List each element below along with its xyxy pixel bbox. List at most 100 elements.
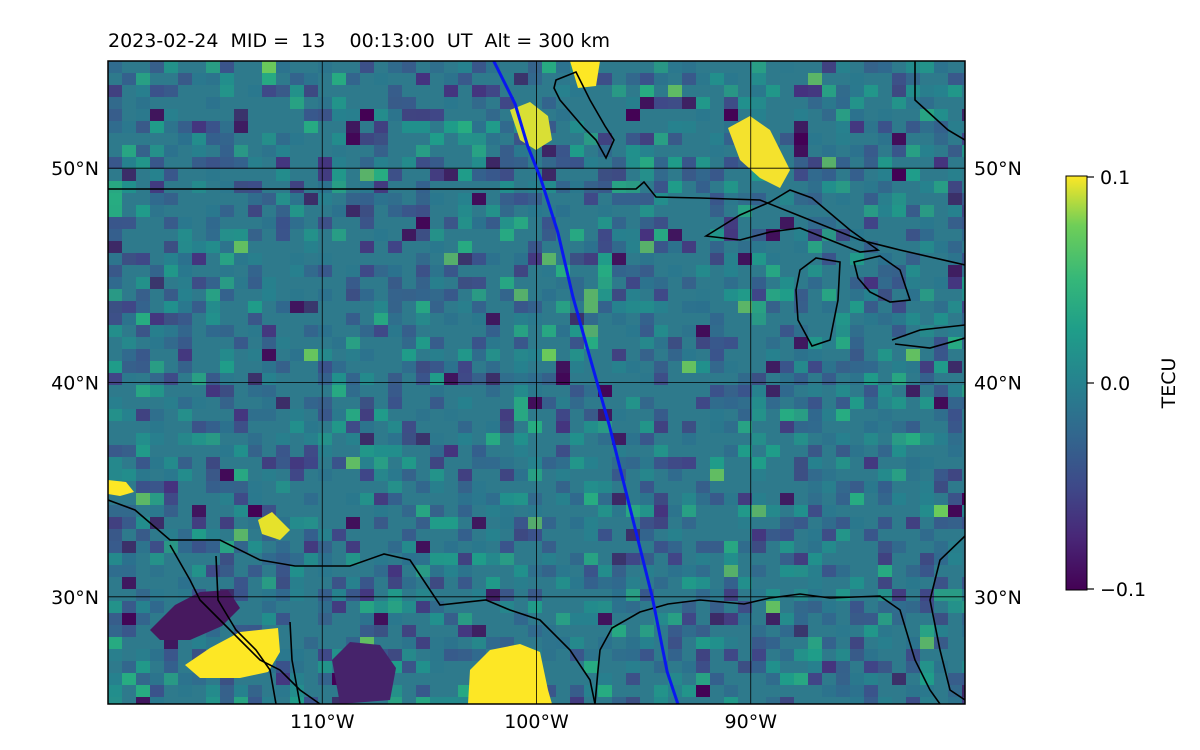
field-cell bbox=[808, 193, 822, 205]
field-cell bbox=[724, 589, 738, 601]
field-cell bbox=[304, 517, 318, 529]
field-cell bbox=[444, 637, 458, 649]
field-cell bbox=[290, 73, 304, 85]
field-cell bbox=[290, 253, 304, 265]
field-cell bbox=[388, 169, 402, 181]
field-cell bbox=[262, 73, 276, 85]
field-cell bbox=[710, 361, 724, 373]
field-cell bbox=[612, 157, 626, 169]
field-cell bbox=[136, 73, 150, 85]
field-cell bbox=[234, 481, 248, 493]
field-cell bbox=[122, 157, 136, 169]
field-cell bbox=[444, 289, 458, 301]
field-cell bbox=[402, 121, 416, 133]
field-cell bbox=[346, 265, 360, 277]
field-cell bbox=[150, 313, 164, 325]
field-cell bbox=[136, 325, 150, 337]
field-cell bbox=[458, 553, 472, 565]
field-cell bbox=[150, 325, 164, 337]
field-cell bbox=[514, 577, 528, 589]
field-cell bbox=[626, 601, 640, 613]
field-cell bbox=[878, 277, 892, 289]
field-cell bbox=[724, 85, 738, 97]
colorbar-label: TECU bbox=[1158, 358, 1180, 410]
field-cell bbox=[178, 325, 192, 337]
field-cell bbox=[500, 469, 514, 481]
field-cell bbox=[402, 637, 416, 649]
field-cell bbox=[612, 433, 626, 445]
field-cell bbox=[458, 361, 472, 373]
field-cell bbox=[402, 97, 416, 109]
field-cell bbox=[850, 685, 864, 697]
field-cell bbox=[262, 61, 276, 73]
field-cell bbox=[220, 73, 234, 85]
field-cell bbox=[878, 205, 892, 217]
field-cell bbox=[332, 145, 346, 157]
field-cell bbox=[108, 625, 122, 637]
field-cell bbox=[864, 649, 878, 661]
field-cell bbox=[178, 433, 192, 445]
field-cell bbox=[626, 265, 640, 277]
field-cell bbox=[514, 253, 528, 265]
field-cell bbox=[934, 613, 948, 625]
field-cell bbox=[276, 433, 290, 445]
field-cell bbox=[388, 313, 402, 325]
field-cell bbox=[206, 313, 220, 325]
field-cell bbox=[332, 97, 346, 109]
field-cell bbox=[570, 337, 584, 349]
field-cell bbox=[528, 373, 542, 385]
field-cell bbox=[836, 181, 850, 193]
field-cell bbox=[934, 469, 948, 481]
field-cell bbox=[458, 193, 472, 205]
field-cell bbox=[206, 217, 220, 229]
field-cell bbox=[696, 325, 710, 337]
field-cell bbox=[262, 337, 276, 349]
field-cell bbox=[850, 577, 864, 589]
field-cell bbox=[374, 313, 388, 325]
field-cell bbox=[248, 157, 262, 169]
field-cell bbox=[430, 469, 444, 481]
field-cell bbox=[766, 337, 780, 349]
field-cell bbox=[556, 205, 570, 217]
field-cell bbox=[122, 337, 136, 349]
field-cell bbox=[612, 361, 626, 373]
field-cell bbox=[598, 637, 612, 649]
field-cell bbox=[304, 541, 318, 553]
field-cell bbox=[220, 565, 234, 577]
field-cell bbox=[948, 85, 962, 97]
field-cell bbox=[192, 637, 206, 649]
field-cell bbox=[374, 565, 388, 577]
field-cell bbox=[654, 697, 668, 704]
field-cell bbox=[248, 265, 262, 277]
field-cell bbox=[374, 493, 388, 505]
field-cell bbox=[598, 529, 612, 541]
field-cell bbox=[640, 145, 654, 157]
field-cell bbox=[640, 97, 654, 109]
field-cell bbox=[710, 253, 724, 265]
lon-tick-label: 90°W bbox=[725, 711, 778, 733]
field-cell bbox=[962, 493, 965, 505]
field-cell bbox=[262, 325, 276, 337]
field-cell bbox=[150, 517, 164, 529]
field-cell bbox=[556, 325, 570, 337]
field-cell bbox=[136, 541, 150, 553]
field-cell bbox=[668, 337, 682, 349]
field-cell bbox=[262, 589, 276, 601]
field-cell bbox=[164, 493, 178, 505]
field-cell bbox=[542, 637, 556, 649]
field-cell bbox=[668, 529, 682, 541]
field-cell bbox=[864, 121, 878, 133]
field-cell bbox=[934, 109, 948, 121]
field-cell bbox=[654, 61, 668, 73]
field-cell bbox=[262, 385, 276, 397]
field-cell bbox=[318, 613, 332, 625]
field-cell bbox=[920, 661, 934, 673]
field-cell bbox=[220, 361, 234, 373]
field-cell bbox=[262, 457, 276, 469]
field-cell bbox=[486, 349, 500, 361]
field-cell bbox=[206, 433, 220, 445]
field-cell bbox=[864, 289, 878, 301]
field-cell bbox=[318, 433, 332, 445]
field-cell bbox=[962, 205, 965, 217]
